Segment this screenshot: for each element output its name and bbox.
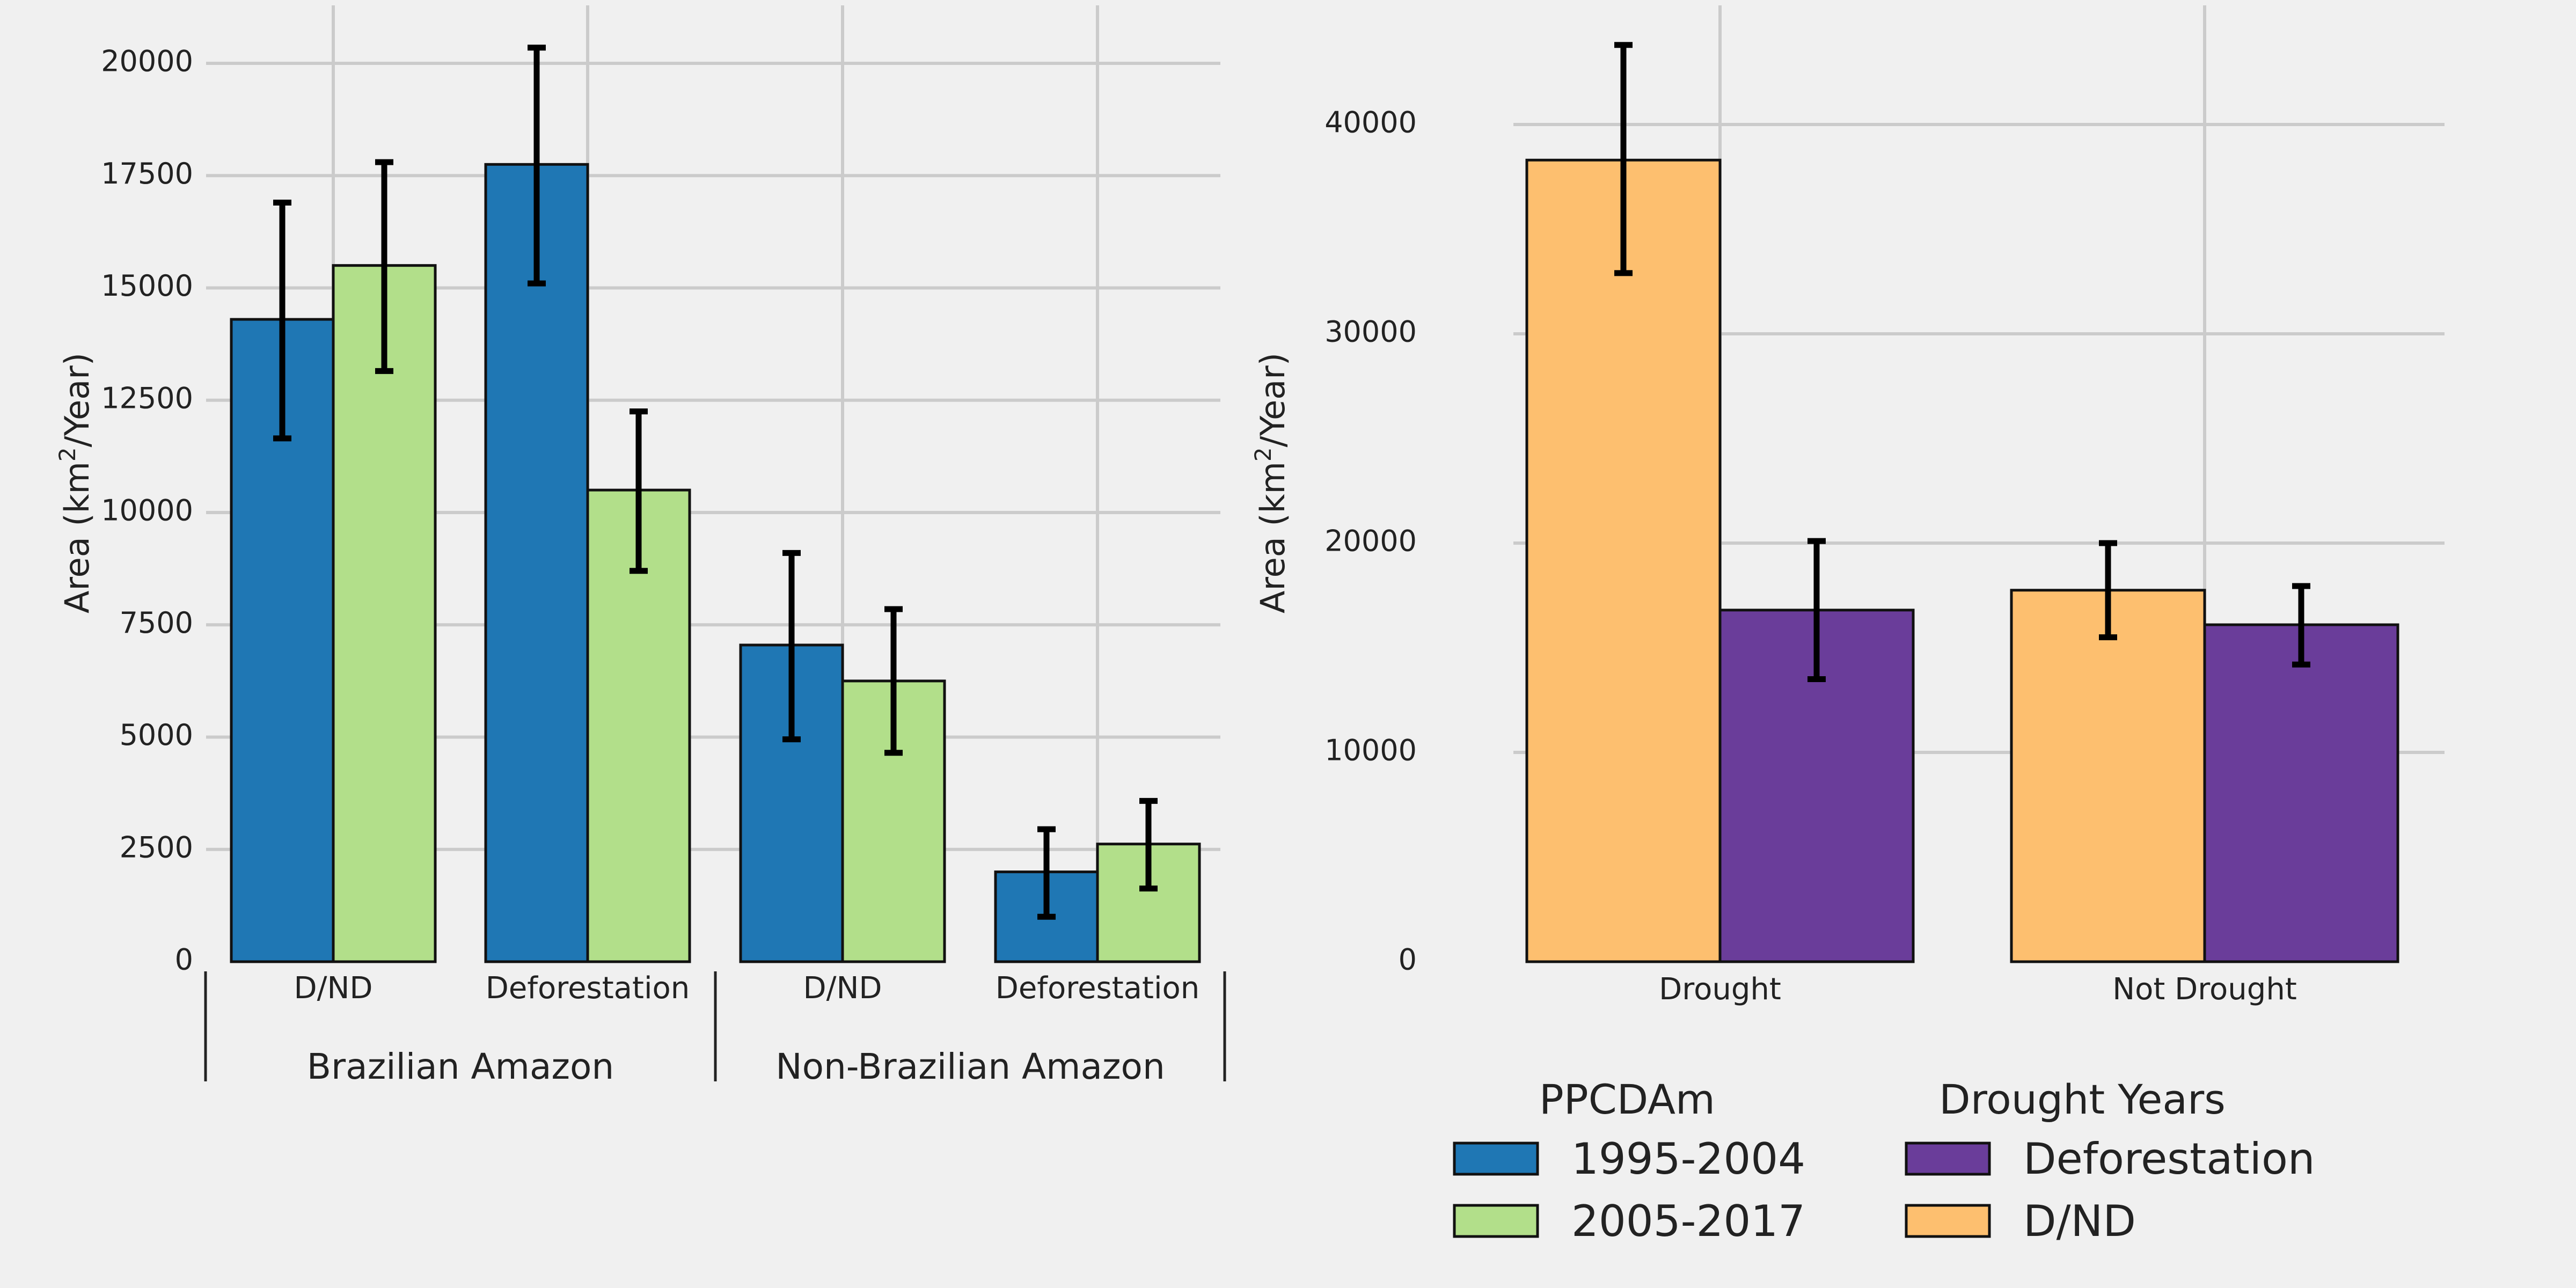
left-y-tick-label: 7500 <box>120 606 193 640</box>
right-error-bar <box>1614 42 1633 276</box>
right-y-tick-labels: 0 10000 20000 30000 40000 <box>1324 106 1417 977</box>
legend-label-1995-2004: 1995-2004 <box>1571 1134 1805 1184</box>
left-y-tick-label: 20000 <box>101 45 193 78</box>
left-error-bar <box>884 606 903 756</box>
left-y-tick-label: 17500 <box>101 157 193 191</box>
right-bar <box>2203 623 2399 963</box>
right-error-bar <box>2292 583 2310 668</box>
right-error-bar <box>2099 540 2117 640</box>
left-error-bar <box>630 408 648 574</box>
legend-label-dnd: D/ND <box>2023 1196 2136 1246</box>
left-y-tick-label: 5000 <box>120 718 193 752</box>
left-category-label: Deforestation <box>996 971 1200 1006</box>
right-bars <box>1525 158 2399 963</box>
right-error-bars <box>1614 42 2310 682</box>
left-y-tick-label: 0 <box>175 943 193 977</box>
left-error-bar <box>273 199 291 442</box>
left-y-tick-label: 12500 <box>101 381 193 415</box>
legend-label-2005-2017: 2005-2017 <box>1571 1196 1805 1246</box>
legend-swatch-deforestation <box>1905 1141 1991 1176</box>
left-error-bar <box>1139 797 1158 892</box>
left-error-bar <box>528 45 546 287</box>
right-y-tick-label: 10000 <box>1324 734 1417 767</box>
left-y-tick-label: 15000 <box>101 269 193 303</box>
left-error-bars <box>273 45 1158 920</box>
legend-ppcdam-title: PPCDAm <box>1539 1075 1715 1123</box>
right-y-tick-label: 0 <box>1399 943 1417 977</box>
left-y-tick-label: 2500 <box>120 830 193 864</box>
left-error-bar <box>1037 826 1056 920</box>
left-category-labels: D/ND Deforestation D/ND Deforestation <box>294 971 1200 1006</box>
left-category-label: D/ND <box>294 971 373 1006</box>
left-y-tick-label: 10000 <box>101 494 193 528</box>
right-category-label: Drought <box>1659 972 1781 1007</box>
right-y-axis-label: Area (km2/Year) <box>1250 353 1293 613</box>
group-label: Non-Brazilian Amazon <box>775 1046 1165 1087</box>
legend-swatch-dnd <box>1905 1204 1991 1238</box>
left-category-label: D/ND <box>803 971 882 1006</box>
left-error-bar <box>782 550 801 743</box>
right-bar <box>1525 158 1722 963</box>
right-error-bar <box>1807 538 1826 682</box>
legend-swatch-1995-2004 <box>1453 1141 1539 1176</box>
legend-label-deforestation: Deforestation <box>2023 1134 2315 1184</box>
right-category-label: Not Drought <box>2112 972 2297 1007</box>
right-chart: 0 10000 20000 30000 40000 Drought Not Drought… <box>1250 5 2445 1007</box>
right-bar <box>2010 589 2206 963</box>
left-group-labels: Brazilian Amazon Non-Brazilian Amazon <box>204 971 1226 1087</box>
group-label: Brazilian Amazon <box>307 1046 614 1087</box>
left-bar <box>332 264 437 963</box>
left-error-bar <box>375 159 393 374</box>
legend-drought-years: Drought Years Deforestation D/ND <box>1905 1075 2315 1246</box>
left-category-label: Deforestation <box>486 971 690 1006</box>
right-y-tick-label: 30000 <box>1324 315 1417 349</box>
left-y-axis-label: Area (km2/Year) <box>54 353 97 613</box>
right-y-tick-label: 40000 <box>1324 106 1417 140</box>
right-category-labels: Drought Not Drought <box>1659 972 2297 1007</box>
left-y-tick-labels: 0 2500 5000 7500 10000 12500 15000 17500 20000 <box>101 45 193 977</box>
right-y-tick-label: 20000 <box>1324 524 1417 558</box>
legend-ppcdam: PPCDAm 1995-2004 2005-2017 <box>1453 1075 1805 1246</box>
legend-drought-years-title: Drought Years <box>1939 1075 2226 1123</box>
legend-swatch-2005-2017 <box>1453 1204 1539 1238</box>
left-chart: 0 2500 5000 7500 10000 12500 15000 17500 20000 D… <box>54 5 1226 1087</box>
